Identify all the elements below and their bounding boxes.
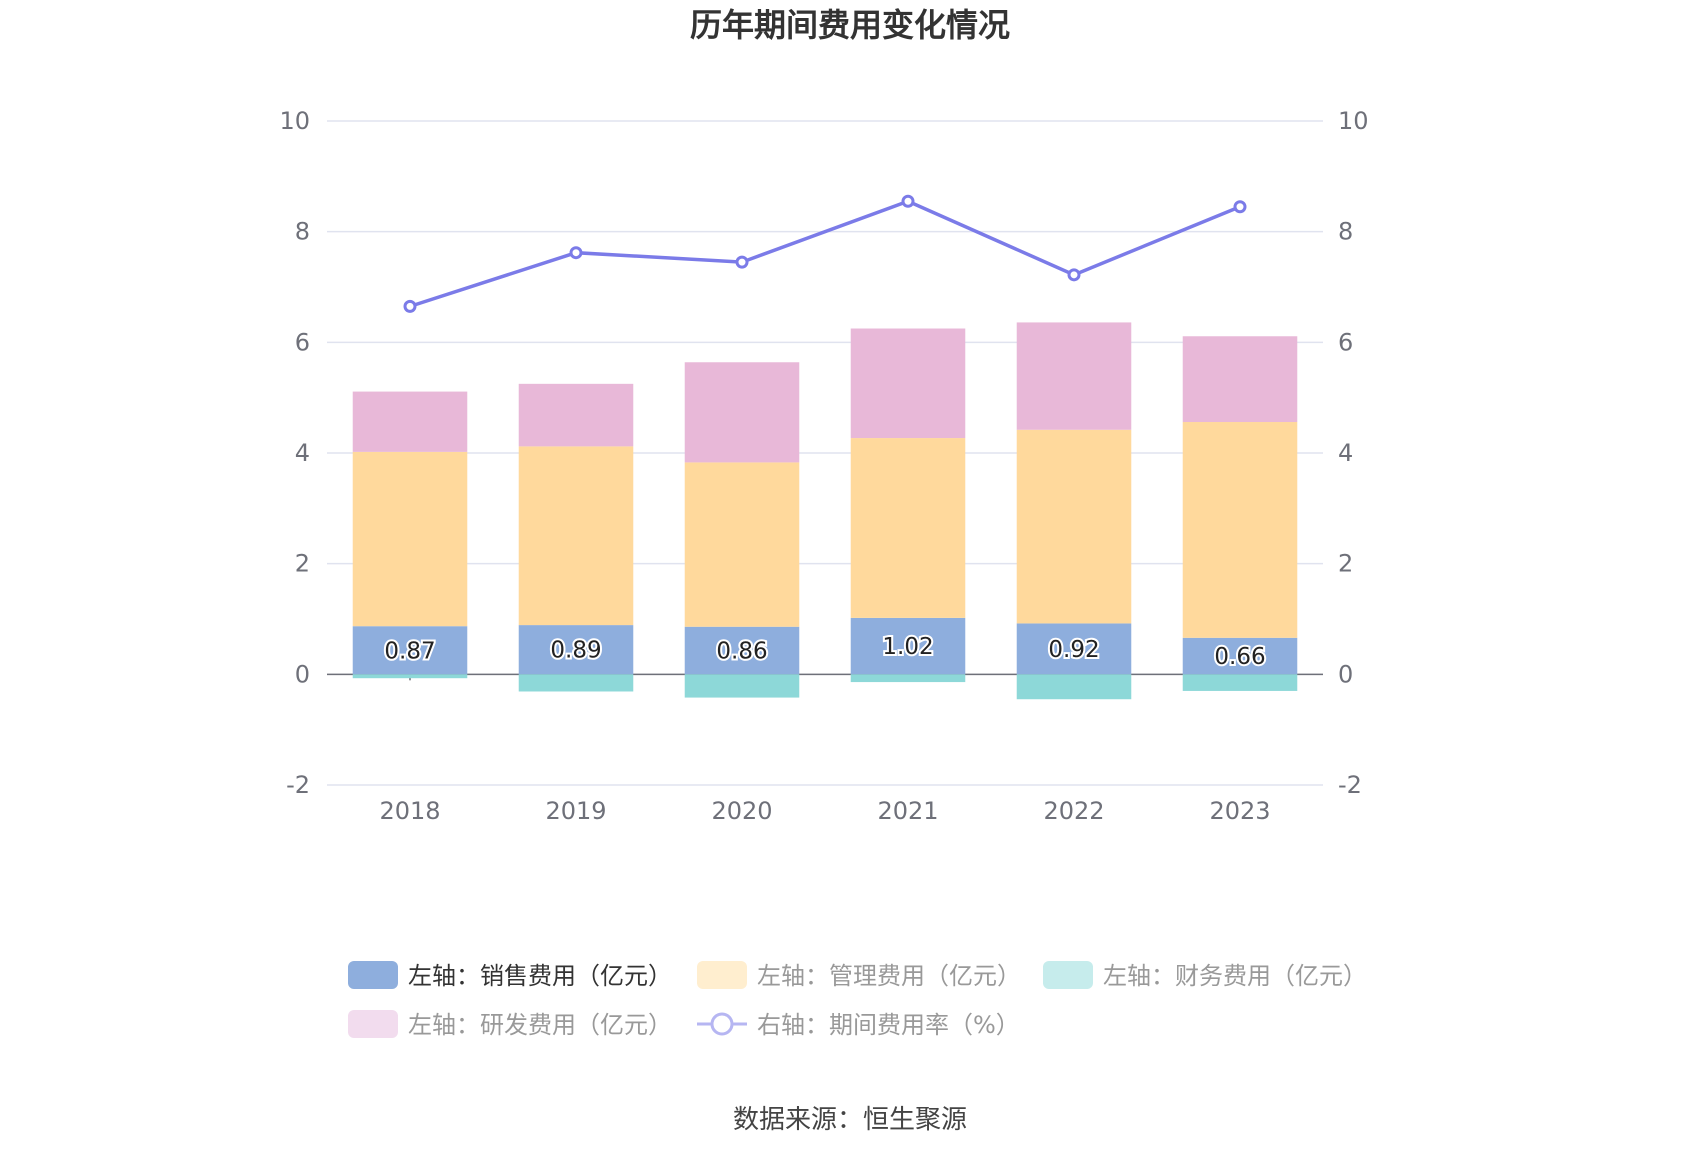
left-axis-tick-label: -2 [286, 771, 310, 799]
left-axis-tick-label: 4 [295, 439, 310, 467]
bar-segment [850, 617, 966, 675]
bar-segment [1016, 429, 1132, 624]
legend-marker [710, 1012, 734, 1036]
bar-segment [850, 674, 966, 683]
legend-swatch [1043, 961, 1093, 989]
bar-segment [1016, 322, 1132, 430]
x-axis-tick-label: 2023 [1209, 797, 1270, 825]
legend-item[interactable]: 左轴：销售费用（亿元） [348, 961, 672, 990]
legend: 左轴：销售费用（亿元） 左轴：管理费用（亿元） 左轴：财务费用（亿元） 左轴：研发费用… [348, 961, 1367, 1039]
rate-line-path [409, 199, 1241, 309]
bar-data-label: 0.92 [1048, 637, 1099, 663]
legend-label: 左轴：管理费用（亿元） [757, 962, 1021, 990]
bar-segment [684, 626, 800, 675]
rate-line-point [569, 246, 583, 260]
legend-label: 左轴：研发费用（亿元） [408, 1011, 672, 1039]
bar-segment [684, 362, 800, 463]
left-axis-tick-label: 6 [295, 328, 310, 356]
left-axis-tick-label: 2 [295, 550, 310, 578]
bar-data-label: 0.86 [716, 639, 767, 665]
bar-segment [1182, 674, 1298, 691]
bar-segment [518, 625, 634, 675]
legend-item[interactable]: 左轴：管理费用（亿元） [697, 961, 1021, 990]
bar-data-label: 0.87 [384, 638, 435, 664]
bar-segment [518, 446, 634, 626]
data-labels: 0.87 0.89 0.86 1.02 0.92 0.66 [382, 632, 1267, 672]
right-axis-tick-label: 10 [1338, 107, 1369, 135]
legend-label: 左轴：销售费用（亿元） [408, 962, 672, 990]
x-axis-tick-label: 2019 [545, 797, 606, 825]
right-axis-tick-label: 0 [1338, 660, 1353, 688]
bar-segment [518, 674, 634, 692]
bars [352, 322, 1298, 700]
left-axis-tick-label: 8 [295, 218, 310, 246]
rate-line-point [901, 194, 915, 208]
legend-swatch [697, 961, 747, 989]
bar-segment [1016, 674, 1132, 700]
legend-label: 左轴：财务费用（亿元） [1103, 962, 1367, 990]
right-axis-tick-label: 2 [1338, 550, 1353, 578]
right-axis-tick-label: -2 [1338, 771, 1362, 799]
legend-item[interactable]: 左轴：研发费用（亿元） [348, 1010, 672, 1039]
x-axis-tick-label: 2018 [379, 797, 440, 825]
bar-segment [1182, 422, 1298, 638]
chart-title: 历年期间费用变化情况 [690, 6, 1010, 44]
bar-segment [352, 391, 468, 452]
rate-line-point [403, 299, 417, 313]
bar-segment [850, 328, 966, 439]
x-axis-tick-label: 2022 [1043, 797, 1104, 825]
right-axis-tick-label: 6 [1338, 328, 1353, 356]
rate-line-point [1233, 200, 1247, 214]
bar-data-label: 0.66 [1214, 644, 1265, 670]
legend-swatch [348, 1010, 398, 1038]
legend-swatch [348, 961, 398, 989]
left-axis-tick-label: 0 [295, 660, 310, 688]
left-axis-tick-label: 10 [279, 107, 310, 135]
bar-segment [1016, 623, 1132, 675]
bar-segment [1182, 336, 1298, 423]
bar-segment [850, 438, 966, 618]
right-axis-tick-label: 4 [1338, 439, 1353, 467]
bar-segment [1182, 637, 1298, 675]
bar-segment [684, 674, 800, 698]
bar-segment [518, 383, 634, 447]
rate-line [403, 194, 1247, 313]
x-axis-tick-label: 2021 [877, 797, 938, 825]
bar-data-label: 1.02 [882, 634, 933, 660]
right-axis-tick-label: 8 [1338, 218, 1353, 246]
legend-item[interactable]: 右轴：期间费用率（%） [697, 1011, 1020, 1039]
bar-data-label: 0.89 [550, 638, 601, 664]
grid [327, 120, 1323, 786]
bar-segment [352, 451, 468, 627]
legend-label: 右轴：期间费用率（%） [757, 1011, 1020, 1039]
bar-segment [352, 626, 468, 675]
rate-line-point [1067, 268, 1081, 282]
bar-segment [684, 462, 800, 627]
x-axis-tick-label: 2020 [711, 797, 772, 825]
bar-segment [352, 674, 468, 679]
axes: -2 0 2 4 6 8 10 -2 0 2 4 6 8 10 2018 2019 2020 2021 2022 20… [279, 107, 1368, 825]
legend-item[interactable]: 左轴：财务费用（亿元） [1043, 961, 1367, 990]
data-source: 数据来源：恒生聚源 [733, 1105, 967, 1135]
rate-line-point [735, 255, 749, 269]
